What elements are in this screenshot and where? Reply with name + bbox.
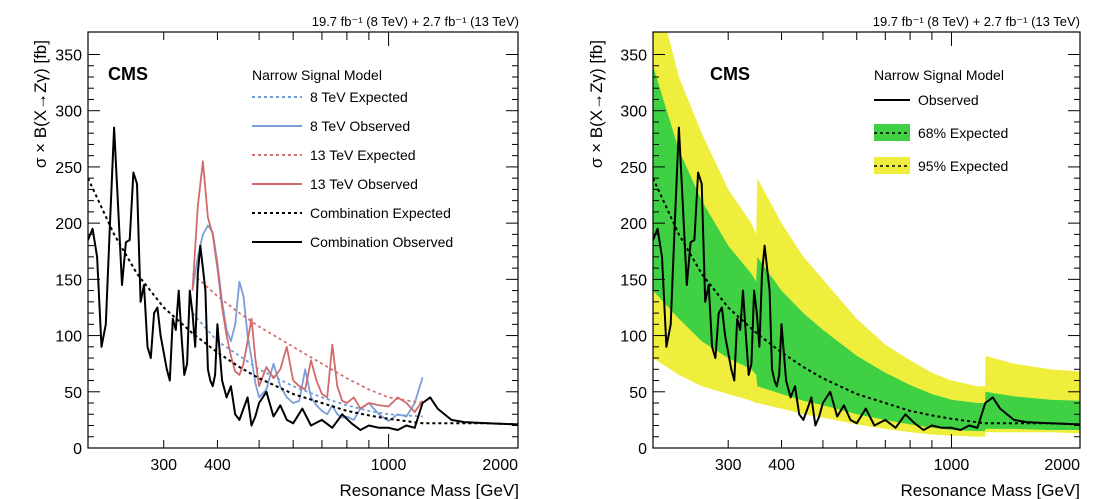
x-tick-label: 1000 <box>371 457 407 474</box>
legend-entry-8-tev-expected: 8 TeV Expected <box>310 89 408 105</box>
plot-frame <box>87 31 519 449</box>
legend-entry-95-expected: 95% Expected <box>918 158 1008 174</box>
cms-label: CMS <box>710 64 750 84</box>
legend-entry-combination-observed: Combination Observed <box>310 234 453 250</box>
x-tick-label: 2000 <box>1044 457 1080 474</box>
series-line-combination-expected <box>88 177 518 426</box>
x-axis-label: Resonance Mass [GeV] <box>339 481 519 499</box>
plot-area: 0 50 100 150 200 250 300 350 300 400 1000 2000 Obser… <box>620 31 1081 474</box>
lumi-label: 19.7 fb⁻¹ (8 TeV) + 2.7 fb⁻¹ (13 TeV) <box>312 14 519 29</box>
left-panel: 19.7 fb⁻¹ (8 TeV) + 2.7 fb⁻¹ (13 TeV) 0 5… <box>31 14 519 499</box>
x-axis-label: Resonance Mass [GeV] <box>900 481 1080 499</box>
series-line-13-tev-observed <box>191 160 424 413</box>
right-panel: 19.7 fb⁻¹ (8 TeV) + 2.7 fb⁻¹ (13 TeV) 0 5… <box>587 14 1081 499</box>
y-axis-label: σ × B(X→Zγ) [fb] <box>587 40 606 168</box>
x-tick-label: 400 <box>204 457 231 474</box>
series-line-combination-observed <box>88 126 518 431</box>
y-tick-label: 100 <box>620 329 647 346</box>
legend-title: Narrow Signal Model <box>252 67 382 83</box>
plot-content <box>653 32 1080 437</box>
x-tick-label: 1000 <box>934 457 970 474</box>
y-axis-label: σ × B(X→Zγ) [fb] <box>31 40 50 168</box>
series-line-expected <box>653 177 1080 426</box>
y-tick-label: 50 <box>64 385 82 402</box>
y-tick-label: 250 <box>55 160 82 177</box>
x-tick-label: 2000 <box>482 457 518 474</box>
y-tick-label: 200 <box>620 216 647 233</box>
series-line-8-tev-observed <box>191 224 424 422</box>
x-tick-label: 300 <box>150 457 177 474</box>
y-tick-label: 150 <box>55 272 82 289</box>
y-tick-label: 350 <box>620 47 647 64</box>
plot-frame <box>652 31 1081 449</box>
cms-label: CMS <box>108 64 148 84</box>
legend-entry-13-tev-observed: 13 TeV Observed <box>310 176 418 192</box>
y-tick-label: 300 <box>55 104 82 121</box>
x-tick-label: 300 <box>715 457 742 474</box>
y-tick-label: 300 <box>620 104 647 121</box>
y-tick-label: 0 <box>638 441 647 458</box>
y-tick-label: 350 <box>55 47 82 64</box>
series-line-8-tev-expected <box>191 312 423 418</box>
legend-entry-combination-expected: Combination Expected <box>310 205 451 221</box>
plot-content <box>88 126 518 431</box>
lumi-label: 19.7 fb⁻¹ (8 TeV) + 2.7 fb⁻¹ (13 TeV) <box>873 14 1080 29</box>
y-tick-label: 200 <box>55 216 82 233</box>
y-tick-label: 0 <box>73 441 82 458</box>
y-tick-label: 50 <box>629 385 647 402</box>
legend-entry-observed: Observed <box>918 92 979 108</box>
y-tick-label: 150 <box>620 272 647 289</box>
plot-area: 0 50 100 150 200 250 300 350 300 400 1000 2000 8 TeV… <box>55 31 519 474</box>
x-tick-label: 400 <box>768 457 795 474</box>
series-line-observed <box>653 126 1080 431</box>
legend-entry-68-expected: 68% Expected <box>918 125 1008 141</box>
series-line-13-tev-expected <box>191 273 423 404</box>
legend-title: Narrow Signal Model <box>874 67 1004 83</box>
y-tick-label: 250 <box>620 160 647 177</box>
y-tick-label: 100 <box>55 329 82 346</box>
legend-entry-8-tev-observed: 8 TeV Observed <box>310 118 410 134</box>
legend-entry-13-tev-expected: 13 TeV Expected <box>310 147 416 163</box>
